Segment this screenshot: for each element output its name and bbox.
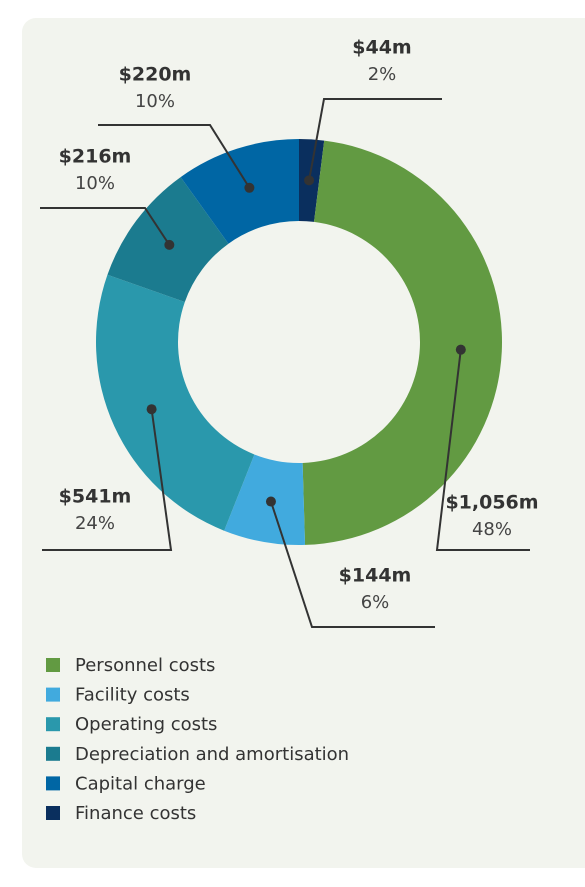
percent-label: 10% — [75, 173, 115, 194]
legend-label: Finance costs — [75, 803, 196, 824]
legend-swatch — [46, 776, 60, 791]
legend-swatch — [46, 717, 60, 732]
legend-swatch — [46, 687, 60, 702]
slice — [107, 177, 229, 302]
legend-swatch — [46, 806, 60, 820]
legend-label: Personnel costs — [75, 655, 215, 676]
leader-dot — [304, 175, 315, 186]
leader-dot — [455, 344, 466, 355]
percent-label: 2% — [368, 64, 397, 85]
percent-label: 6% — [361, 592, 390, 613]
value-label: $1,056m — [445, 492, 538, 514]
leader-dot — [265, 496, 276, 507]
leader-line — [270, 501, 435, 628]
leader-dot — [164, 239, 175, 250]
percent-label: 10% — [135, 91, 175, 112]
value-label: $144m — [339, 565, 412, 587]
legend-swatch — [46, 746, 60, 761]
leader-line — [308, 98, 442, 181]
leader-dot — [244, 182, 255, 193]
value-label: $220m — [119, 64, 192, 86]
percent-label: 24% — [75, 513, 115, 534]
slice — [180, 139, 299, 244]
leader-line — [435, 349, 530, 551]
leader-line — [98, 124, 251, 189]
leader-dot — [146, 404, 157, 415]
value-label: $541m — [59, 486, 132, 508]
value-label: $44m — [352, 37, 411, 59]
slice — [224, 454, 306, 545]
leader-line — [40, 207, 171, 246]
legend-label: Facility costs — [75, 685, 190, 706]
legend-label: Depreciation and amortisation — [75, 744, 349, 765]
legend-swatch — [46, 658, 60, 672]
leader-line — [42, 409, 173, 551]
slice — [302, 140, 503, 545]
slice — [95, 274, 255, 531]
legend-label: Operating costs — [75, 714, 217, 735]
percent-label: 48% — [472, 519, 512, 540]
legend-label: Capital charge — [75, 773, 206, 794]
value-label: $216m — [59, 146, 132, 168]
